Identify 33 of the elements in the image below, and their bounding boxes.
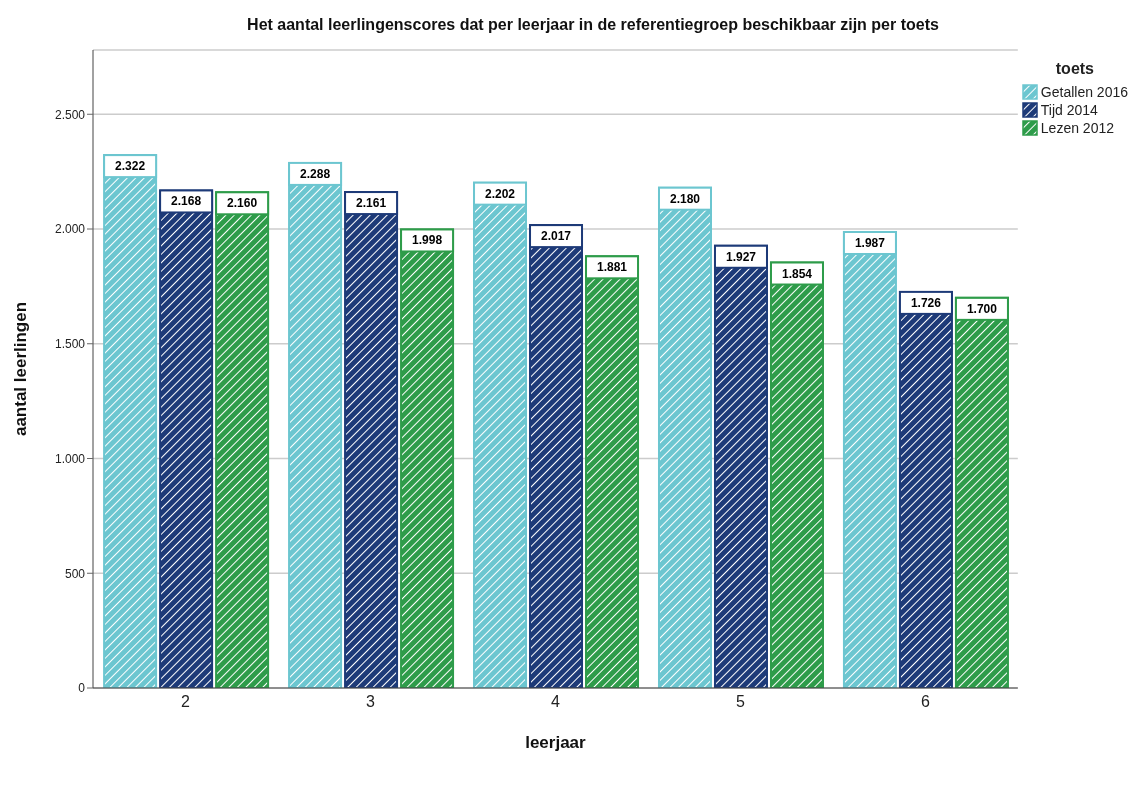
y-tick-label: 1.500 xyxy=(54,337,86,352)
x-tick-label: 2 xyxy=(181,693,191,711)
data-label: 1.998 xyxy=(412,233,443,248)
y-tick-label: 2.500 xyxy=(54,107,86,122)
y-axis-title: aantal leerlingen xyxy=(11,301,31,437)
y-tick-label: 1.000 xyxy=(54,451,86,466)
y-tick-label: 2.000 xyxy=(54,222,86,237)
data-label: 2.322 xyxy=(115,159,146,174)
data-label: 2.160 xyxy=(227,196,258,211)
y-tick-label: 0 xyxy=(78,681,86,696)
chart-title: Het aantal leerlingenscores dat per leerjaar in de referentiegroep beschikbaar zijn per toets xyxy=(246,16,940,34)
data-label: 2.161 xyxy=(356,196,387,211)
x-axis-title: leerjaar xyxy=(525,733,587,752)
x-tick-label: 6 xyxy=(920,693,930,711)
data-label: 1.726 xyxy=(910,295,942,310)
x-tick-label: 3 xyxy=(365,693,375,711)
data-label: 2.180 xyxy=(669,191,701,206)
x-tick-label: 5 xyxy=(735,693,745,711)
data-label: 1.700 xyxy=(966,301,998,316)
legend-title: toets xyxy=(1054,60,1095,78)
data-label: 2.168 xyxy=(171,194,202,209)
data-label: 1.881 xyxy=(597,260,628,275)
data-label: 1.987 xyxy=(854,235,886,250)
legend-label: Tijd 2014 xyxy=(1040,102,1098,118)
data-label: 2.288 xyxy=(300,166,331,181)
y-tick-label: 500 xyxy=(64,566,86,581)
legend-label: Getallen 2016 xyxy=(1040,84,1128,100)
legend-label: Lezen 2012 xyxy=(1040,120,1114,136)
x-tick-label: 4 xyxy=(550,693,560,711)
data-label: 1.854 xyxy=(781,266,813,281)
data-label: 2.202 xyxy=(485,186,516,201)
data-label: 1.927 xyxy=(725,249,757,264)
data-label: 2.017 xyxy=(541,229,572,244)
